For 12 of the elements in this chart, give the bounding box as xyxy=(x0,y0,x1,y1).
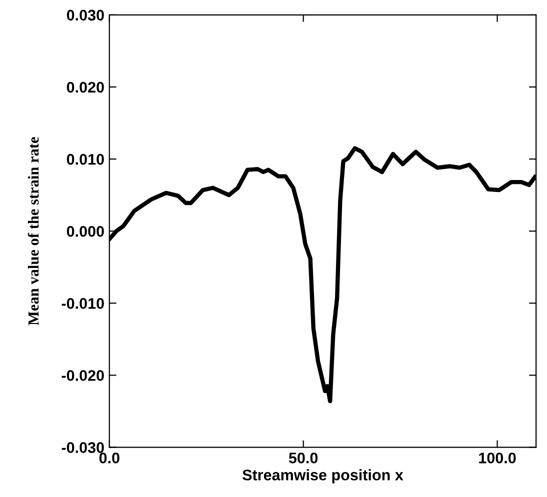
x-tick-label: 0.0 xyxy=(99,452,120,464)
x-axis-title: Streamwise position x xyxy=(242,469,404,484)
y-tick-label: 0.020 xyxy=(66,82,104,93)
y-tick-label: -0.020 xyxy=(62,370,104,381)
y-tick-label: -0.030 xyxy=(62,442,104,454)
x-tick-label: 100.0 xyxy=(479,452,516,464)
y-tick-label: 0.030 xyxy=(66,10,104,21)
y-tick-label: -0.010 xyxy=(62,298,104,309)
y-tick-label: 0.000 xyxy=(66,226,104,237)
y-tick-label: 0.010 xyxy=(66,154,104,165)
y-axis-title: Mean value of the strain rate xyxy=(28,137,39,326)
x-tick-label: 50.0 xyxy=(288,452,318,464)
